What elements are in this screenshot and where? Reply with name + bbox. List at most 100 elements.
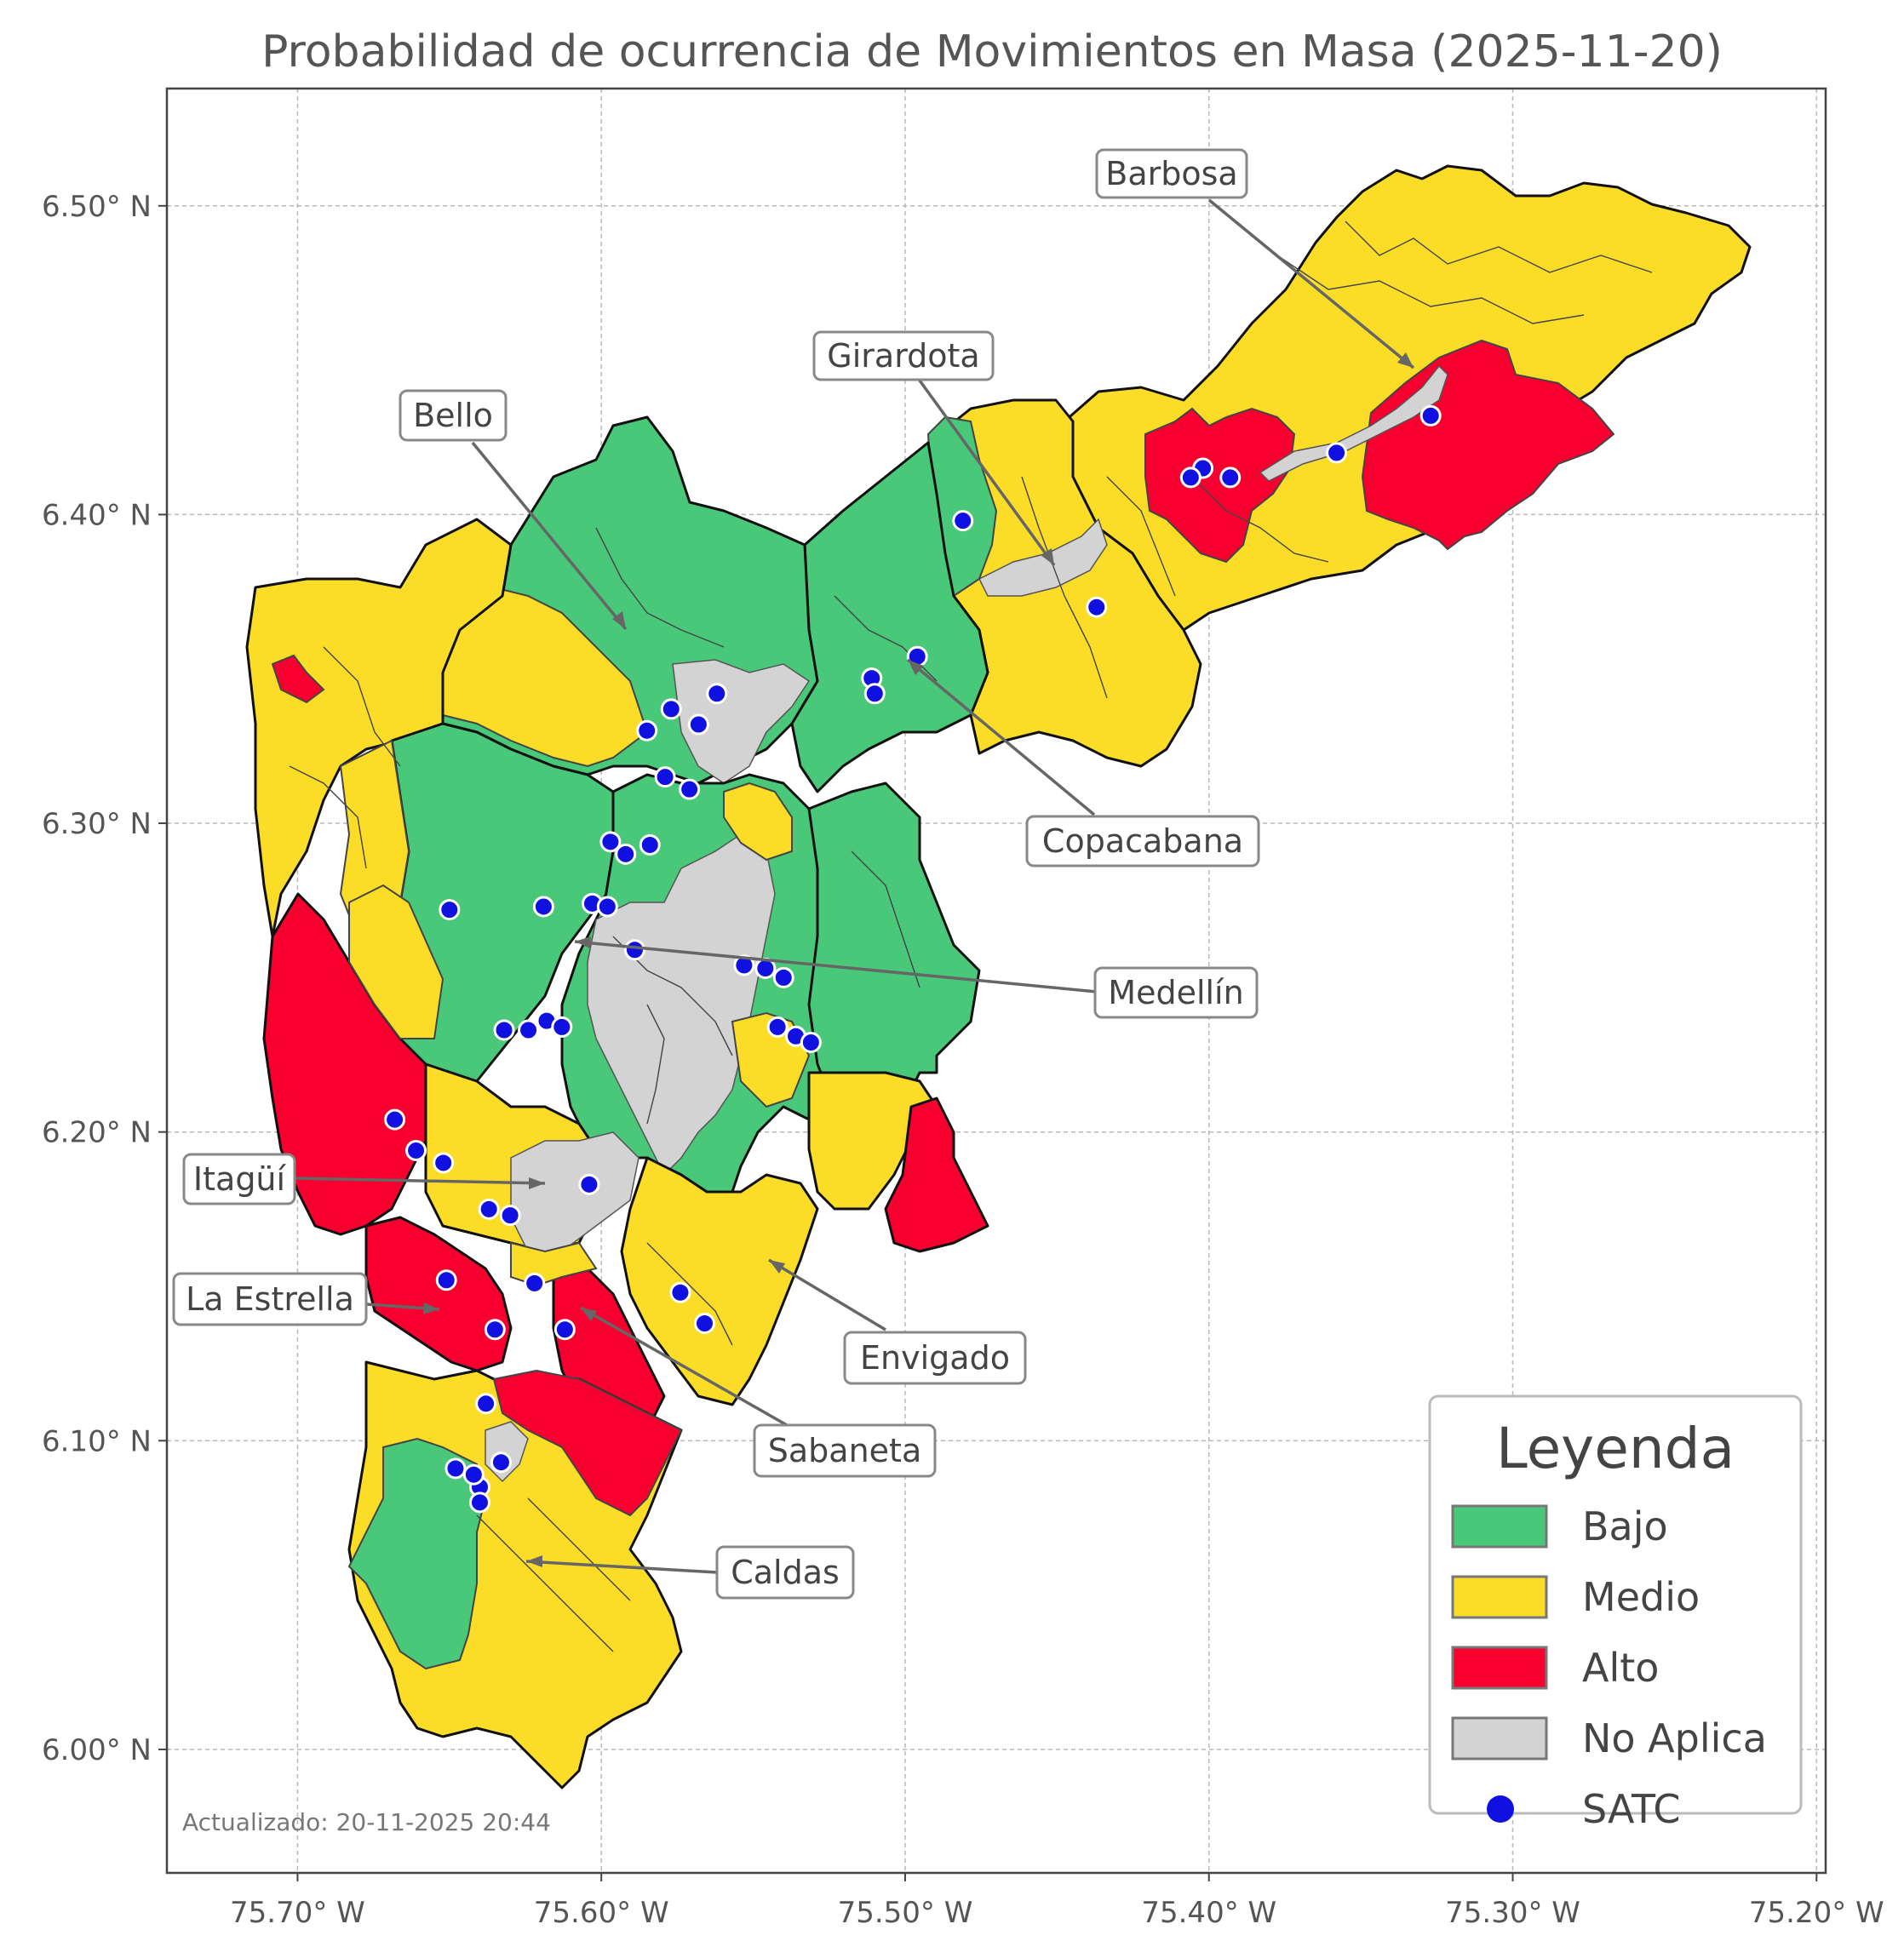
satc-station-marker <box>384 1108 406 1131</box>
satc-station-marker <box>766 1016 789 1038</box>
y-tick-label: 6.50° N <box>42 190 152 224</box>
satc-station-marker <box>687 713 709 736</box>
satc-station-marker <box>693 1313 715 1335</box>
region-barbosa-river <box>1259 364 1448 482</box>
x-tick-label: 75.30° W <box>1445 1896 1580 1930</box>
label-caldas: Caldas <box>525 1545 855 1600</box>
satc-station-marker <box>1086 596 1108 618</box>
legend-label: SATC <box>1582 1786 1680 1832</box>
label-girardota-text: Girardota <box>827 337 979 375</box>
legend-swatch <box>1451 1716 1548 1761</box>
satc-station-marker <box>669 1281 691 1303</box>
satc-station-marker <box>578 1173 600 1195</box>
region-medellin-medio-ne <box>723 782 793 862</box>
label-girardota: Girardota <box>812 330 1056 567</box>
region-bello-medio <box>428 586 649 768</box>
y-tick-label: 6.30° N <box>42 807 152 841</box>
satc-station-marker <box>493 1019 515 1041</box>
legend-label: Alto <box>1582 1645 1659 1691</box>
satc-station-marker <box>475 1393 497 1415</box>
label-sabaneta: Sabaneta <box>580 1306 937 1478</box>
axis-ticks: 75.70° W 75.60° W 75.50° W 75.40° W 75.30° W… <box>42 190 1884 1930</box>
satc-station-marker <box>444 1457 467 1480</box>
label-envigado-text: Envigado <box>860 1339 1010 1377</box>
satc-station-marker <box>499 1205 521 1227</box>
label-barbosa: Barbosa <box>1095 148 1415 369</box>
x-tick-label: 75.40° W <box>1141 1896 1276 1930</box>
region-west-alto <box>271 654 325 704</box>
label-la-estrella: La Estrella <box>172 1272 440 1326</box>
legend-swatch <box>1451 1575 1548 1619</box>
satc-station-marker <box>553 1319 576 1341</box>
legend-box <box>1428 1394 1803 1815</box>
x-tick-label: 75.70° W <box>230 1896 365 1930</box>
plot-frame <box>165 87 1827 1875</box>
region-copacabana <box>790 441 989 793</box>
satc-station-marker <box>772 966 794 988</box>
legend-swatch <box>1451 1646 1548 1690</box>
region-barbosa-alto-west <box>1144 407 1296 564</box>
legend-label: Bajo <box>1582 1503 1668 1549</box>
x-tick-label: 75.20° W <box>1749 1896 1884 1930</box>
region-envigado <box>620 1156 819 1406</box>
label-envigado: Envigado <box>768 1258 1027 1385</box>
label-itagui: Itagüí <box>182 1153 546 1205</box>
satc-station-marker <box>524 1272 546 1294</box>
label-copacabana-text: Copacabana <box>1042 822 1243 860</box>
y-tick-label: 6.40° N <box>42 498 152 532</box>
satc-station-marker <box>439 899 461 921</box>
satc-station-marker <box>1419 404 1442 427</box>
legend-swatch <box>1451 1504 1548 1549</box>
satc-station-marker <box>1219 467 1242 489</box>
satc-stations <box>384 404 1442 1514</box>
x-tick-label: 75.50° W <box>838 1896 973 1930</box>
satc-station-marker <box>478 1198 500 1220</box>
region-east-medellin <box>807 782 981 1142</box>
satc-station-marker <box>623 939 645 961</box>
satc-station-marker <box>490 1451 512 1474</box>
y-tick-label: 6.20° N <box>42 1116 152 1150</box>
satc-station-marker <box>433 1152 455 1174</box>
satc-station-marker <box>462 1463 485 1486</box>
region-southwest-medio <box>348 884 444 1039</box>
chart-title: Probabilidad de ocurrencia de Movimiento… <box>261 26 1723 77</box>
satc-station-marker <box>800 1032 822 1054</box>
satc-station-marker <box>863 683 886 705</box>
updated-timestamp: Actualizado: 20-11-2025 20:44 <box>182 1808 551 1836</box>
legend-title: Leyenda <box>1496 1416 1735 1481</box>
satc-station-marker <box>435 1269 457 1291</box>
satc-station-marker <box>1326 442 1348 464</box>
legend-label: No Aplica <box>1582 1715 1767 1761</box>
label-medellin-text: Medellín <box>1108 974 1243 1011</box>
satc-station-marker <box>952 510 974 532</box>
satc-station-marker <box>733 954 755 976</box>
satc-station-marker <box>660 698 682 720</box>
label-medellin: Medellín <box>574 936 1259 1019</box>
region-medellin-urban <box>587 833 776 1177</box>
region-la-estrella <box>364 1216 513 1372</box>
satc-station-marker <box>551 1016 573 1038</box>
label-bello-text: Bello <box>413 397 493 434</box>
label-copacabana: Copacabana <box>906 658 1260 867</box>
label-barbosa-text: Barbosa <box>1105 155 1237 192</box>
y-tick-label: 6.10° N <box>42 1424 152 1458</box>
satc-station-marker <box>468 1492 490 1514</box>
region-caldas-bajo <box>347 1437 487 1670</box>
satc-station-marker <box>518 1019 540 1041</box>
label-la-estrella-text: La Estrella <box>186 1280 354 1318</box>
satc-station-marker <box>532 896 554 918</box>
satc-station-marker <box>706 683 728 705</box>
satc-station-marker <box>679 778 701 800</box>
region-envigado-alto <box>884 1096 989 1253</box>
label-sabaneta-text: Sabaneta <box>768 1432 921 1469</box>
y-tick-label: 6.00° N <box>42 1733 152 1767</box>
satc-station-marker <box>405 1139 427 1161</box>
municipality-labels: Barbosa Girardota Bello Copacabana Medel… <box>172 148 1415 1600</box>
satc-station-marker <box>636 719 658 741</box>
satc-station-marker <box>599 831 622 853</box>
satc-station-marker <box>615 843 637 865</box>
region-caldas-alto <box>492 1369 683 1517</box>
satc-station-marker <box>484 1319 506 1341</box>
vereda-boundaries <box>289 220 1653 1652</box>
legend: Leyenda Bajo Medio Alto No Aplica SATC <box>1428 1394 1803 1832</box>
